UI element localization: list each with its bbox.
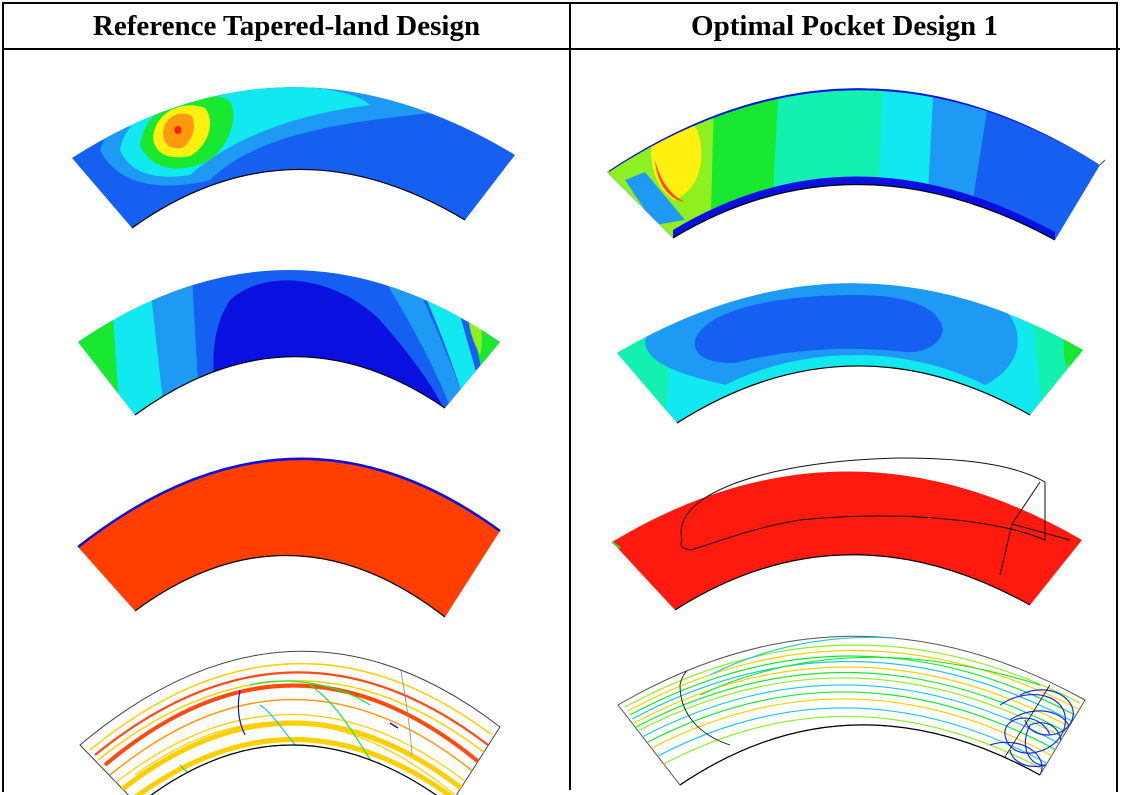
header-optimal-pocket: Optimal Pocket Design 1 (691, 9, 998, 42)
column-divider (569, 2, 571, 790)
header-divider (2, 48, 1120, 50)
header-reference-tapered-land: Reference Tapered-land Design (92, 9, 481, 42)
reference-vapour-fraction-contour (77, 457, 501, 618)
reference-streamlines (79, 650, 501, 795)
pocket-temperature-contour (617, 283, 1083, 424)
reference-pressure-contour (72, 87, 515, 229)
pocket-pressure-contour (607, 88, 1106, 241)
reference-temperature-contour (78, 270, 500, 416)
pocket-streamlines (617, 635, 1086, 786)
pocket-vapour-fraction-contour (611, 457, 1082, 611)
